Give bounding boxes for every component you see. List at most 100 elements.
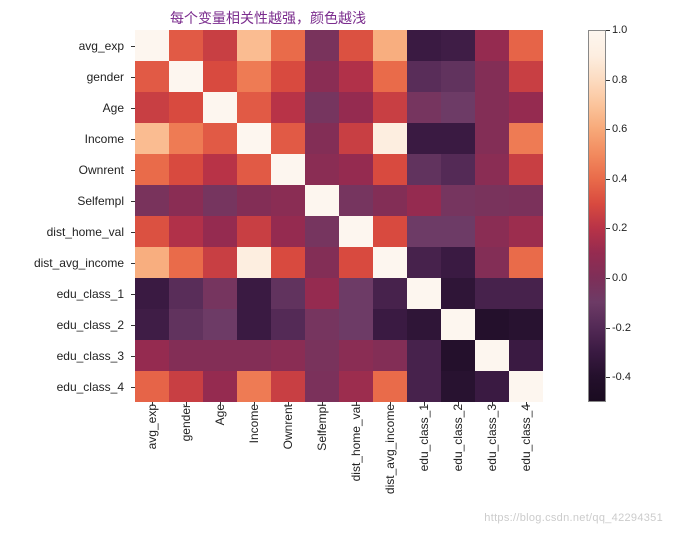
heatmap-cell (271, 371, 305, 402)
heatmap-cell (203, 61, 237, 92)
heatmap-cell (339, 216, 373, 247)
heatmap-cell (441, 154, 475, 185)
heatmap-cell (441, 185, 475, 216)
y-axis-labels: avg_expgenderAgeIncomeOwnrentSelfempldis… (0, 30, 130, 402)
heatmap-cell (509, 278, 543, 309)
heatmap-cell (475, 123, 509, 154)
heatmap-cell (407, 123, 441, 154)
y-tick-mark (131, 263, 135, 264)
heatmap-cell (203, 278, 237, 309)
x-axis-label: dist_avg_income (373, 404, 407, 524)
heatmap-cell (339, 371, 373, 402)
heatmap-cell (407, 61, 441, 92)
heatmap-cell (135, 340, 169, 371)
heatmap-cell (339, 340, 373, 371)
heatmap-cell (305, 340, 339, 371)
colorbar-tick-label: -0.2 (612, 322, 631, 334)
heatmap-cell (203, 340, 237, 371)
heatmap-cell (475, 340, 509, 371)
heatmap-cell (237, 247, 271, 278)
heatmap-cell (339, 154, 373, 185)
y-axis-label: avg_exp (0, 30, 130, 61)
x-axis-label: edu_class_2 (441, 404, 475, 524)
heatmap-cell (441, 92, 475, 123)
heatmap-cell (203, 216, 237, 247)
heatmap-cell (169, 123, 203, 154)
heatmap-cell (237, 30, 271, 61)
y-tick-mark (131, 294, 135, 295)
heatmap-cell (237, 92, 271, 123)
heatmap-cell (135, 154, 169, 185)
watermark-text: https://blog.csdn.net/qq_42294351 (484, 512, 663, 524)
heatmap-cell (475, 309, 509, 340)
heatmap-cell (339, 92, 373, 123)
heatmap-cell (373, 61, 407, 92)
y-axis-label: Ownrent (0, 154, 130, 185)
heatmap-cell (441, 371, 475, 402)
heatmap-cell (339, 30, 373, 61)
x-axis-label: edu_class_1 (407, 404, 441, 524)
heatmap-cell (169, 154, 203, 185)
heatmap-cell (135, 123, 169, 154)
heatmap-cell (305, 61, 339, 92)
x-axis-label: edu_class_3 (475, 404, 509, 524)
heatmap-cell (441, 61, 475, 92)
heatmap-cell (169, 185, 203, 216)
heatmap-cell (339, 247, 373, 278)
y-tick-mark (131, 139, 135, 140)
heatmap-cell (271, 123, 305, 154)
colorbar-tick-label: 0.8 (612, 74, 627, 86)
heatmap-cell (475, 371, 509, 402)
heatmap-cell (441, 123, 475, 154)
heatmap-cell (135, 30, 169, 61)
heatmap-cell (237, 309, 271, 340)
heatmap-cell (475, 154, 509, 185)
x-tick-mark (152, 402, 153, 406)
y-axis-label: edu_class_4 (0, 371, 130, 402)
heatmap-cell (135, 185, 169, 216)
y-tick-mark (131, 356, 135, 357)
heatmap-cell (373, 340, 407, 371)
heatmap-cell (305, 92, 339, 123)
heatmap-cell (203, 185, 237, 216)
y-axis-label: Age (0, 92, 130, 123)
heatmap-cell (407, 30, 441, 61)
y-axis-label: dist_avg_income (0, 247, 130, 278)
x-axis-labels: avg_expgenderAgeIncomeOwnrentSelfempldis… (135, 404, 543, 524)
x-axis-label: Ownrent (271, 404, 305, 524)
heatmap-cell (475, 247, 509, 278)
chart-title: 每个变量相关性越强，颜色越浅 (170, 8, 366, 28)
heatmap-cell (373, 123, 407, 154)
heatmap-cell (169, 309, 203, 340)
heatmap-cell (441, 309, 475, 340)
heatmap-cell (407, 92, 441, 123)
x-axis-label: gender (169, 404, 203, 524)
heatmap-cell (237, 278, 271, 309)
x-axis-label: dist_home_val (339, 404, 373, 524)
colorbar-tick-label: -0.4 (612, 371, 631, 383)
heatmap-cell (203, 92, 237, 123)
heatmap-cell (237, 185, 271, 216)
heatmap-cell (373, 154, 407, 185)
heatmap-cell (339, 185, 373, 216)
heatmap-cell (407, 247, 441, 278)
y-axis-label: dist_home_val (0, 216, 130, 247)
heatmap-cell (475, 216, 509, 247)
heatmap-cell (373, 92, 407, 123)
heatmap-cell (135, 247, 169, 278)
x-tick-mark (322, 402, 323, 406)
heatmap-cell (237, 61, 271, 92)
heatmap-cell (169, 61, 203, 92)
heatmap-cell (509, 123, 543, 154)
heatmap-cell (373, 278, 407, 309)
heatmap-cell (509, 185, 543, 216)
heatmap-cell (169, 30, 203, 61)
x-axis-label: edu_class_4 (509, 404, 543, 524)
heatmap-cell (169, 371, 203, 402)
heatmap-cell (271, 92, 305, 123)
heatmap-cell (339, 123, 373, 154)
heatmap-cell (169, 92, 203, 123)
heatmap-cell (475, 185, 509, 216)
heatmap-cell (237, 216, 271, 247)
heatmap-cell (203, 30, 237, 61)
